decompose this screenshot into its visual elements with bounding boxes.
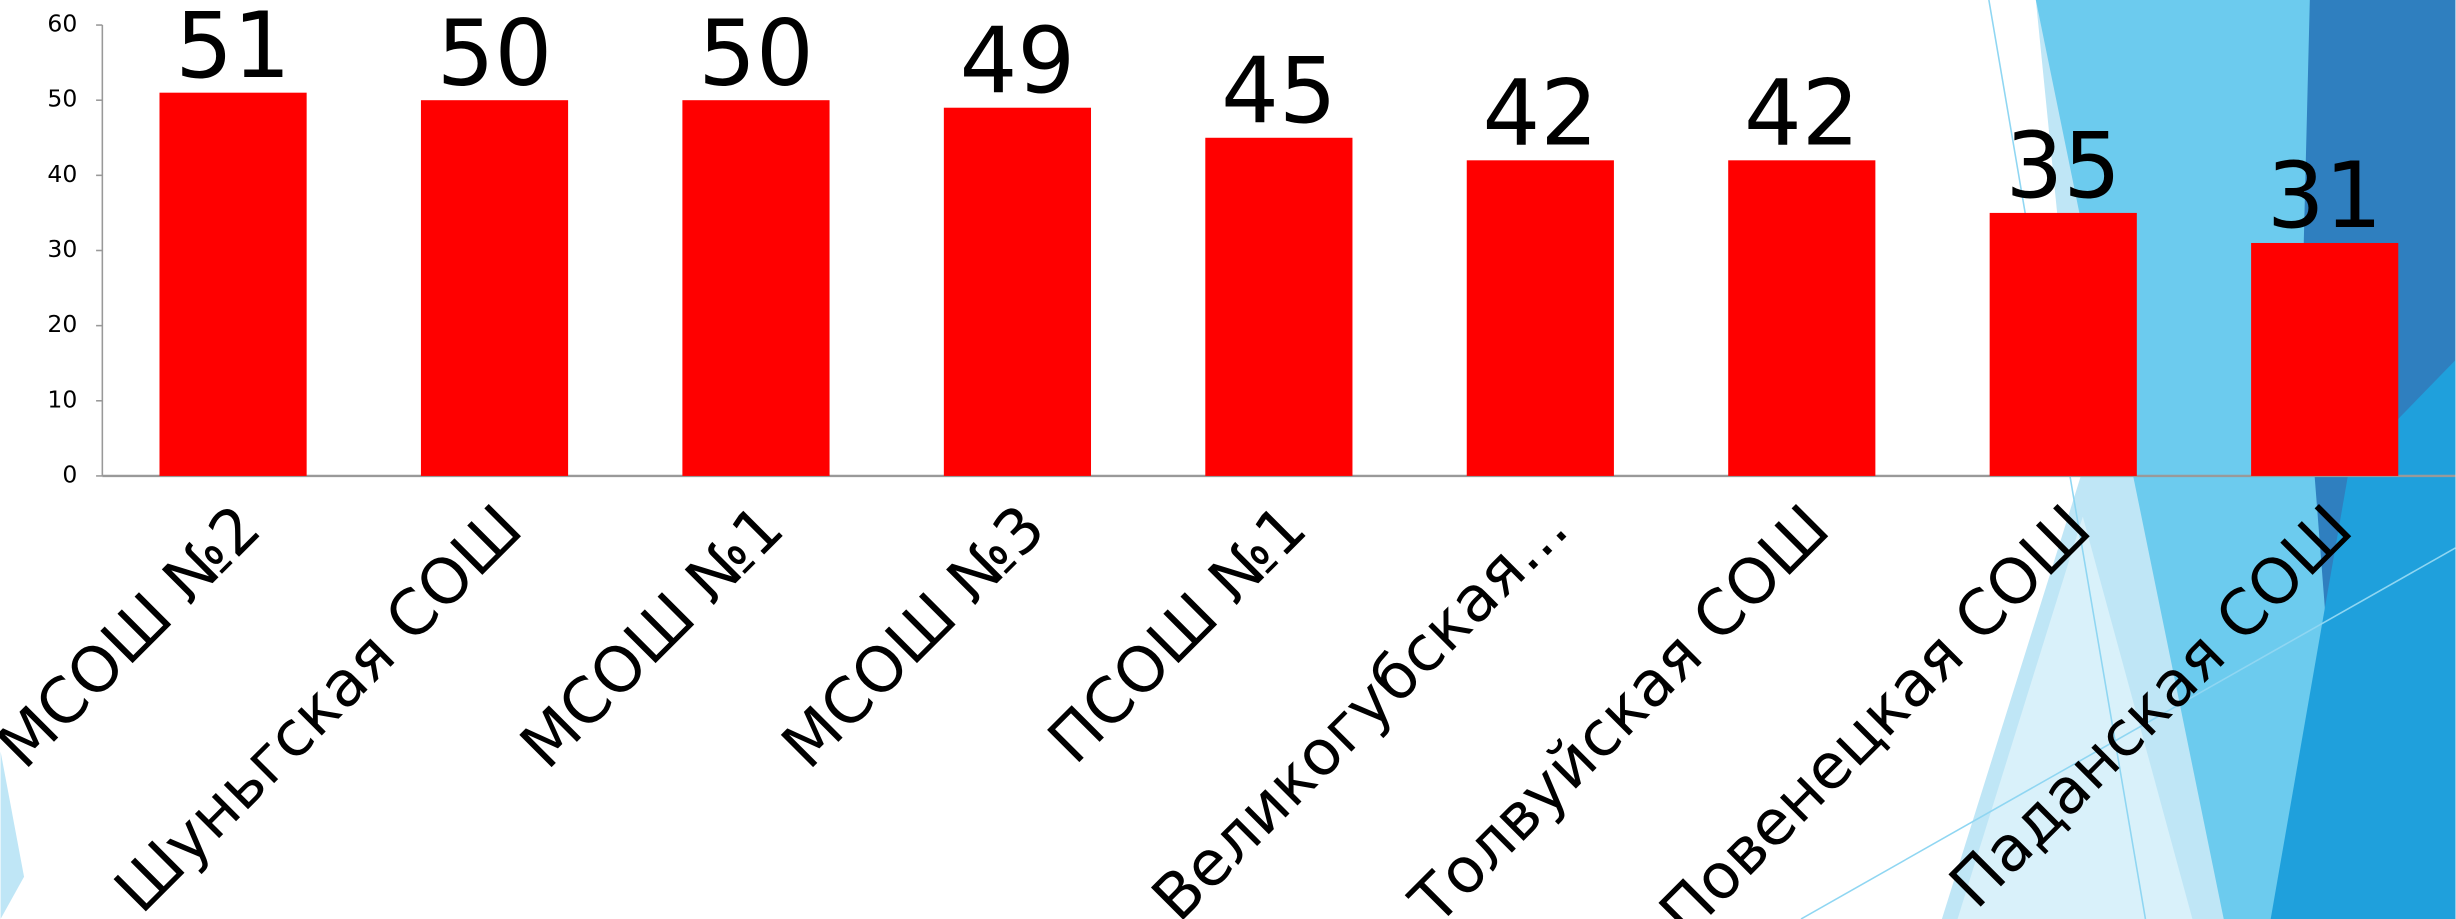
value-label: 51 — [175, 0, 291, 99]
y-tick-label: 40 — [47, 160, 77, 188]
bar — [1728, 160, 1876, 476]
value-label: 50 — [698, 1, 814, 106]
bar — [943, 107, 1092, 476]
bar — [159, 92, 307, 476]
bar — [1205, 137, 1353, 476]
value-label: 45 — [1221, 39, 1337, 144]
y-tick-label: 0 — [62, 460, 77, 488]
bar — [682, 100, 830, 476]
x-tick-label: МСОШ №1 — [506, 491, 797, 782]
value-label: 42 — [1483, 62, 1599, 167]
x-tick-label: ПСОШ №1 — [1034, 491, 1320, 777]
value-label: 35 — [2005, 114, 2121, 219]
y-tick-label: 50 — [47, 85, 77, 113]
y-tick-label: 30 — [47, 235, 77, 263]
x-tick-label: МСОШ №3 — [768, 491, 1059, 782]
bar — [1989, 212, 2137, 476]
value-label: 31 — [2267, 144, 2383, 249]
value-label: 50 — [437, 1, 553, 106]
x-tick-label: МСОШ №2 — [0, 491, 275, 782]
bar — [2251, 242, 2399, 476]
value-label: 49 — [960, 9, 1076, 114]
y-tick-label: 60 — [47, 10, 77, 38]
y-tick-label: 20 — [47, 310, 77, 338]
bar — [1466, 160, 1614, 476]
value-label: 42 — [1744, 62, 1860, 167]
y-tick-label: 10 — [47, 385, 77, 413]
bar — [420, 100, 569, 476]
